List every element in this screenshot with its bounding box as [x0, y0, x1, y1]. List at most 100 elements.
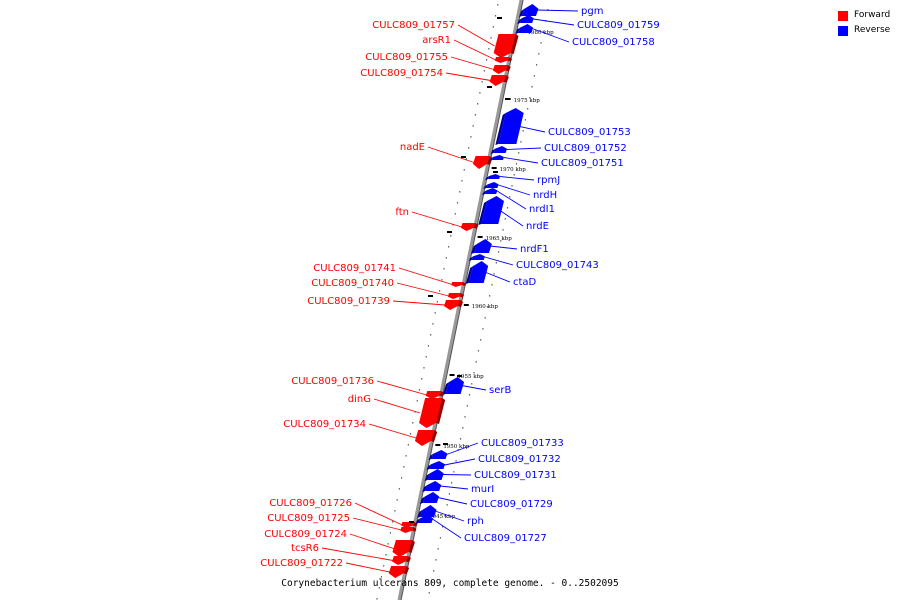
gene-feature[interactable]: nadE	[400, 142, 493, 169]
gene-label: CULC809_01733	[481, 438, 564, 449]
gene-feature[interactable]: CULC809_01726	[269, 498, 418, 528]
gene-arrow-shade	[439, 391, 445, 397]
forward-gene-arrow	[443, 300, 461, 310]
gene-label-connector	[461, 385, 487, 391]
gene-arrow-shade	[478, 201, 487, 225]
gene-label-connector	[445, 72, 491, 81]
gene-feature[interactable]: CULC809_01731	[424, 469, 557, 481]
forward-gene-arrow	[451, 282, 464, 287]
gene-feature[interactable]: CULC809_01727	[415, 515, 547, 544]
gene-feature[interactable]: CULC809_01722	[260, 558, 410, 578]
gene-feature[interactable]: CULC809_01729	[419, 492, 553, 510]
reverse-gene-arrow	[418, 515, 434, 523]
tick-mark	[463, 304, 469, 306]
gene-feature[interactable]: tcsR6	[291, 543, 411, 565]
gene-feature[interactable]: serB	[442, 377, 512, 396]
gene-feature[interactable]: dinG	[348, 394, 446, 428]
gene-arrow-shade	[413, 522, 418, 527]
gene-label: CULC809_01739	[307, 296, 390, 307]
reverse-gene-arrow	[518, 24, 534, 33]
gene-label: CULC809_01752	[544, 143, 627, 154]
reverse-gene-arrow	[491, 155, 504, 160]
gene-feature[interactable]: CULC809_01754	[360, 68, 509, 86]
forward-gene-arrow	[460, 223, 476, 231]
gene-feature[interactable]: nrdE	[478, 196, 549, 232]
gene-label: nrdH	[533, 190, 557, 201]
gene-feature[interactable]: murI	[422, 481, 494, 495]
legend-item-forward: Forward	[838, 8, 890, 23]
legend-label-reverse: Reverse	[854, 25, 891, 35]
feature-marker	[457, 375, 462, 377]
tick-mark	[477, 236, 483, 238]
gene-label-connector	[444, 458, 476, 466]
gene-arrow-shade	[482, 190, 487, 195]
feature-marker	[428, 295, 433, 297]
forward-gene-arrow	[425, 391, 442, 399]
gene-feature[interactable]: CULC809_01743	[468, 254, 599, 271]
gene-arrow-shade	[517, 18, 522, 24]
gene-feature[interactable]: nrdF1	[470, 239, 549, 255]
gene-arrow-shade	[457, 300, 464, 307]
gene-feature[interactable]: CULC809_01734	[283, 419, 438, 446]
gene-feature[interactable]: CULC809_01755	[365, 52, 511, 74]
gene-feature[interactable]: CULC809_01732	[426, 454, 561, 470]
gene-feature[interactable]: nrdH	[483, 182, 557, 201]
gene-arrow-shade	[468, 256, 473, 261]
gene-feature[interactable]: CULC809_01725	[267, 513, 417, 533]
gene-label: CULC809_01758	[572, 37, 655, 48]
reverse-gene-arrow	[520, 15, 534, 23]
feature-marker	[493, 171, 498, 173]
gene-arrow-shade	[507, 57, 513, 62]
gene-label-connector	[392, 300, 446, 306]
forward-gene-arrow	[400, 527, 414, 533]
gene-label: CULC809_01741	[313, 263, 396, 274]
gene-label: CULC809_01759	[577, 20, 660, 31]
gene-label-connector	[484, 271, 511, 283]
gene-feature[interactable]: CULC809_01752	[490, 143, 627, 154]
gene-arrow-shade	[465, 266, 474, 284]
gene-label-connector	[411, 211, 462, 228]
gene-arrow-shade	[490, 148, 496, 154]
gene-label: nrdE	[526, 221, 549, 232]
gene-feature[interactable]: pgm	[518, 4, 603, 17]
gene-feature[interactable]: CULC809_01753	[495, 108, 631, 145]
gene-label: CULC809_01757	[372, 20, 455, 31]
gene-feature[interactable]: CULC809_01759	[517, 15, 660, 31]
feature-marker	[447, 231, 452, 233]
gene-label-connector	[498, 184, 531, 196]
gene-arrow-shade	[483, 184, 488, 189]
gene-feature[interactable]: CULC809_01751	[488, 155, 624, 169]
gene-label-connector	[427, 146, 475, 163]
gene-arrow-shade	[436, 398, 446, 424]
gene-feature[interactable]: CULC809_01757	[372, 20, 519, 58]
gene-label: CULC809_01734	[283, 419, 366, 430]
gene-label: CULC809_01724	[264, 529, 347, 540]
gene-label-connector	[499, 209, 524, 227]
gene-label: CULC809_01722	[260, 558, 343, 569]
gene-arrow-shade	[505, 65, 511, 72]
legend: Forward Reverse	[838, 8, 890, 38]
gene-feature[interactable]: ftn	[395, 207, 479, 231]
gene-feature[interactable]: arsR1	[422, 35, 513, 63]
gene-feature[interactable]: CULC809_01739	[307, 296, 464, 310]
gene-arrow-shade	[428, 453, 434, 460]
gene-feature[interactable]: CULC809_01741	[313, 263, 467, 287]
gene-feature[interactable]: nrdI1	[482, 188, 555, 215]
gene-arrow-shade	[459, 293, 465, 298]
gene-label: CULC809_01725	[267, 513, 350, 524]
gene-feature[interactable]: rph	[417, 505, 484, 527]
gene-feature[interactable]: ctaD	[465, 261, 537, 288]
gene-feature[interactable]: CULC809_01736	[291, 376, 445, 399]
gene-arrow-shade	[430, 430, 438, 442]
gene-arrow-shade	[415, 518, 421, 524]
gene-label-connector	[457, 24, 495, 47]
gene-feature[interactable]: CULC809_01733	[428, 438, 564, 460]
gene-arrow-shade	[510, 34, 519, 54]
gene-feature[interactable]: CULC809_01724	[264, 529, 415, 557]
forward-gene-arrow	[447, 293, 462, 299]
gene-feature[interactable]: CULC809_01740	[311, 278, 465, 299]
gene-feature[interactable]: rpmJ	[485, 174, 560, 186]
reverse-gene-arrow	[420, 505, 437, 517]
gene-label-connector	[373, 398, 421, 414]
gene-feature[interactable]: CULC809_01758	[515, 24, 655, 48]
